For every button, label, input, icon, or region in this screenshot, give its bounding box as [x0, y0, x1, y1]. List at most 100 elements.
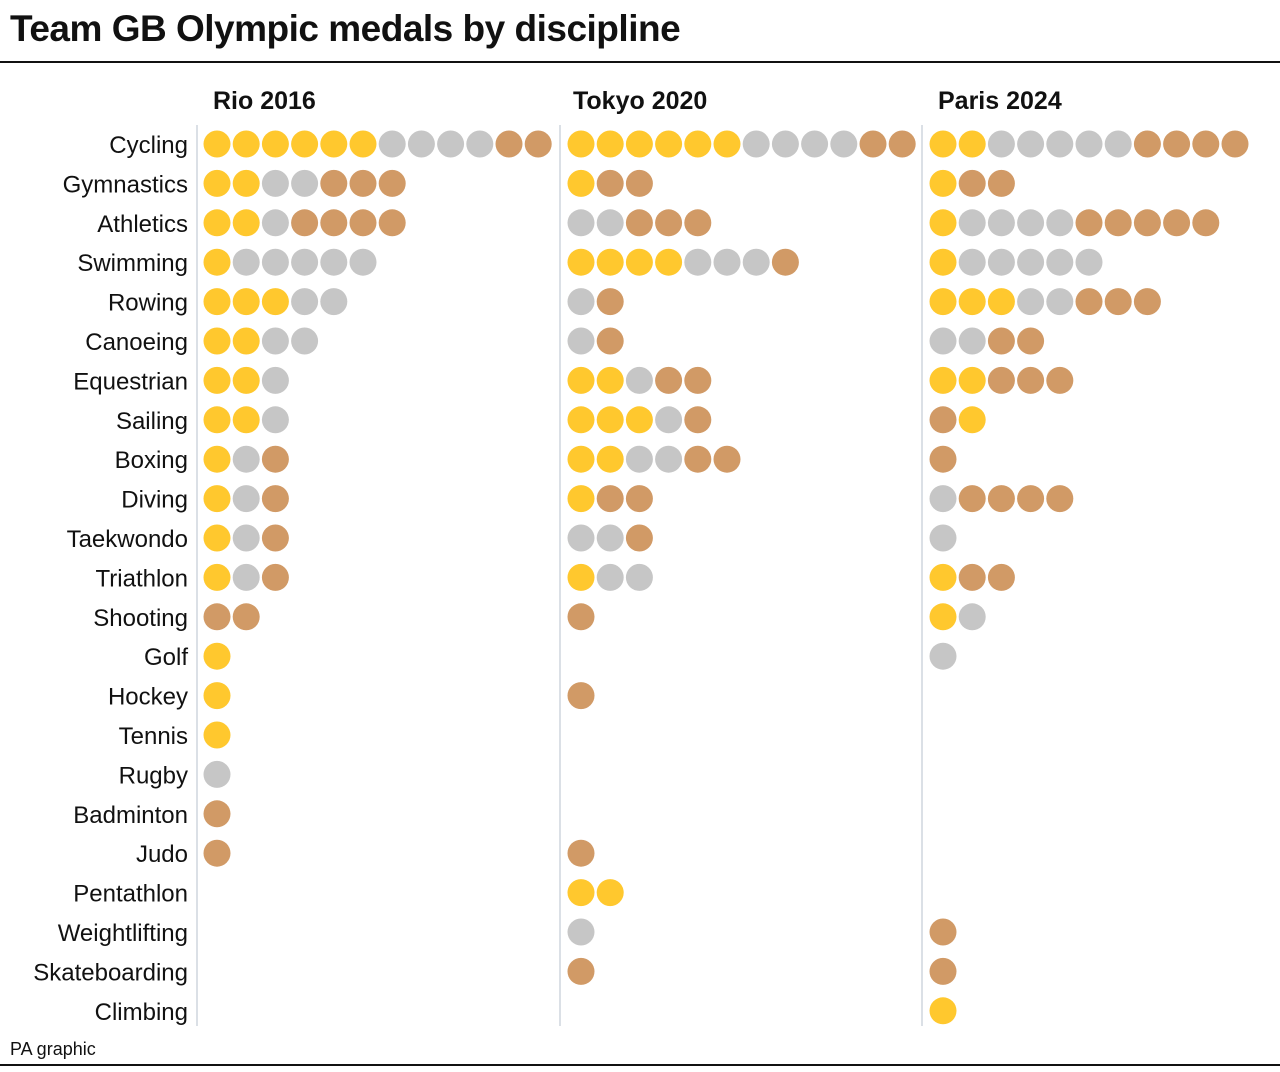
category-label: Hockey — [108, 684, 188, 711]
medal-dot-gold — [567, 130, 595, 158]
medal-dot-silver — [261, 327, 289, 355]
medal-dot-gold — [232, 169, 260, 197]
category-label: Swimming — [77, 250, 188, 277]
medal-dot-silver — [567, 918, 595, 946]
medal-dot-bronze — [596, 288, 624, 316]
medal-dot-bronze — [320, 209, 348, 237]
medal-dot-silver — [1075, 248, 1103, 276]
medal-dot-silver — [929, 485, 957, 513]
medal-dot-bronze — [291, 209, 319, 237]
medal-dot-bronze — [625, 169, 653, 197]
medal-dot-silver — [801, 130, 829, 158]
medal-dot-gold — [203, 209, 231, 237]
medal-dot-silver — [407, 130, 435, 158]
medal-dot-gold — [596, 879, 624, 907]
medal-dot-gold — [203, 288, 231, 316]
medal-dot-silver — [987, 130, 1015, 158]
medal-dot-silver — [320, 248, 348, 276]
medal-dot-gold — [567, 563, 595, 591]
medal-dot-gold — [929, 248, 957, 276]
medal-dot-bronze — [596, 485, 624, 513]
medal-dot-gold — [958, 406, 986, 434]
category-label: Canoeing — [85, 329, 188, 356]
medal-dot-gold — [567, 169, 595, 197]
medal-dot-gold — [203, 721, 231, 749]
medal-dot-silver — [1017, 248, 1045, 276]
medal-dot-bronze — [567, 957, 595, 985]
category-label: Diving — [121, 487, 188, 514]
medal-dot-gold — [958, 288, 986, 316]
category-label: Weightlifting — [58, 920, 188, 947]
medal-dot-bronze — [261, 485, 289, 513]
medal-dot-bronze — [1017, 327, 1045, 355]
category-label: Sailing — [116, 408, 188, 435]
medal-dot-bronze — [987, 327, 1015, 355]
medal-dot-silver — [655, 445, 683, 473]
medal-dot-gold — [232, 130, 260, 158]
medal-dot-bronze — [929, 445, 957, 473]
medal-dot-bronze — [987, 563, 1015, 591]
medal-dot-silver — [958, 603, 986, 631]
medal-dot-bronze — [1133, 288, 1161, 316]
medal-dot-gold — [203, 642, 231, 670]
medal-dot-bronze — [713, 445, 741, 473]
medal-dot-silver — [291, 327, 319, 355]
category-label: Rugby — [119, 762, 188, 789]
medal-dot-gold — [349, 130, 377, 158]
medal-dot-gold — [596, 366, 624, 394]
medal-dot-bronze — [378, 209, 406, 237]
medal-dot-silver — [567, 209, 595, 237]
medal-dot-gold — [929, 209, 957, 237]
medal-dot-bronze — [1046, 366, 1074, 394]
medal-dot-silver — [1017, 130, 1045, 158]
medal-dot-bronze — [987, 366, 1015, 394]
category-label: Equestrian — [73, 368, 188, 395]
medal-dot-silver — [466, 130, 494, 158]
medal-dot-gold — [261, 288, 289, 316]
medal-dot-bronze — [987, 485, 1015, 513]
medal-dot-bronze — [987, 169, 1015, 197]
medal-dot-bronze — [261, 563, 289, 591]
category-label: Rowing — [108, 290, 188, 317]
medal-dot-bronze — [1104, 209, 1132, 237]
medal-dot-gold — [929, 997, 957, 1025]
medal-dot-silver — [291, 169, 319, 197]
medal-dot-bronze — [1163, 209, 1191, 237]
medal-dot-bronze — [596, 169, 624, 197]
medal-dot-bronze — [771, 248, 799, 276]
medal-dot-gold — [203, 485, 231, 513]
medal-dot-bronze — [655, 366, 683, 394]
medal-dot-silver — [1104, 130, 1132, 158]
medal-dot-silver — [987, 209, 1015, 237]
medal-dot-silver — [1046, 130, 1074, 158]
medal-dot-bronze — [378, 169, 406, 197]
medal-dot-bronze — [261, 445, 289, 473]
category-label: Badminton — [73, 802, 188, 829]
medal-dot-silver — [1046, 209, 1074, 237]
medal-dot-silver — [596, 524, 624, 552]
medal-dot-gold — [232, 209, 260, 237]
medal-dot-bronze — [203, 603, 231, 631]
medal-dot-gold — [232, 406, 260, 434]
medal-dot-gold — [203, 406, 231, 434]
category-label: Cycling — [109, 132, 188, 159]
medal-dot-silver — [742, 130, 770, 158]
category-label: Gymnastics — [63, 171, 188, 198]
medal-dot-silver — [625, 563, 653, 591]
medal-dot-silver — [958, 209, 986, 237]
category-label: Skateboarding — [33, 959, 188, 986]
medal-dot-silver — [320, 288, 348, 316]
medal-dot-gold — [596, 130, 624, 158]
medal-dot-bronze — [1192, 209, 1220, 237]
medal-dot-gold — [320, 130, 348, 158]
medal-dot-bronze — [684, 209, 712, 237]
medal-dot-gold — [232, 288, 260, 316]
medal-dot-gold — [596, 406, 624, 434]
medal-dot-bronze — [567, 839, 595, 867]
medal-dot-gold — [958, 366, 986, 394]
medal-dot-bronze — [567, 682, 595, 710]
medal-dot-silver — [232, 485, 260, 513]
medal-dot-gold — [713, 130, 741, 158]
medal-dot-bronze — [958, 563, 986, 591]
medal-dot-bronze — [1133, 130, 1161, 158]
